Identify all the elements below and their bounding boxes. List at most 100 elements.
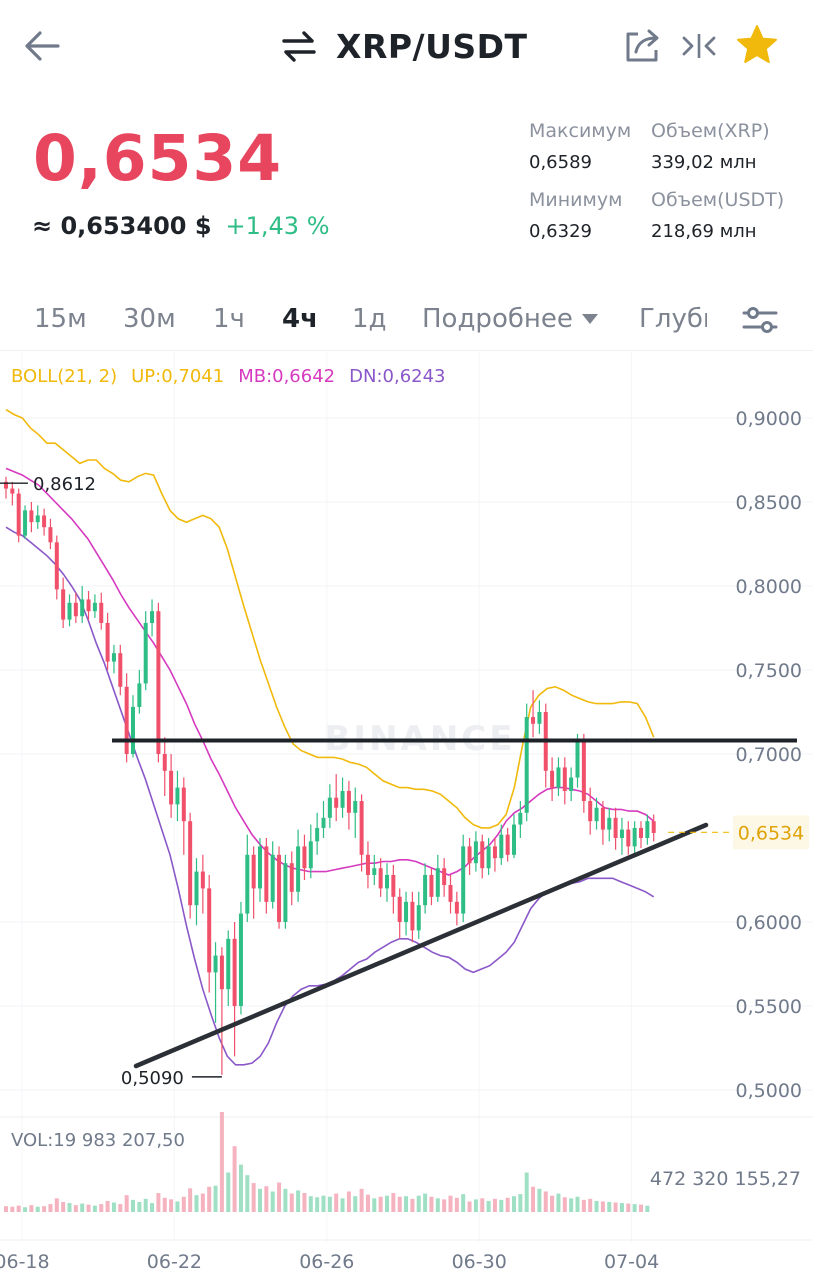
tab-30m[interactable]: 30м bbox=[123, 304, 176, 334]
volume-bar bbox=[264, 1186, 269, 1212]
candle-body bbox=[473, 841, 478, 864]
volume-bar bbox=[16, 1205, 21, 1212]
volume-bar bbox=[251, 1183, 256, 1212]
volume-bar bbox=[175, 1201, 180, 1212]
volume-bar bbox=[4, 1206, 8, 1212]
support-trendline bbox=[133, 822, 709, 1069]
candle-body bbox=[340, 790, 345, 808]
swap-arrows-icon bbox=[282, 31, 316, 62]
date-axis-label: 07-04 bbox=[604, 1251, 659, 1273]
candle-body bbox=[499, 834, 504, 859]
volume-bar bbox=[569, 1198, 574, 1212]
favorite-button[interactable] bbox=[733, 22, 781, 70]
tab-1d[interactable]: 1д bbox=[352, 304, 387, 334]
candle-body bbox=[289, 863, 294, 892]
tab-4h[interactable]: 4ч bbox=[282, 304, 318, 334]
back-button[interactable] bbox=[18, 22, 70, 70]
candle-body bbox=[619, 829, 624, 838]
candle-body bbox=[454, 901, 459, 914]
candle-body bbox=[327, 797, 332, 818]
volume-bar bbox=[238, 1164, 243, 1212]
volume-bar bbox=[23, 1207, 28, 1212]
candle-body bbox=[480, 841, 485, 869]
candle-body bbox=[219, 955, 224, 990]
candle-body bbox=[575, 740, 580, 778]
min-marker-label: 0,5090 bbox=[121, 1068, 184, 1089]
volume-bar bbox=[359, 1188, 364, 1212]
volume-bar bbox=[302, 1193, 307, 1212]
current-price-tag bbox=[733, 815, 809, 850]
volume-bar bbox=[531, 1186, 536, 1212]
candle-body bbox=[639, 827, 643, 838]
volume-bar bbox=[619, 1203, 624, 1212]
volume-bar bbox=[600, 1201, 605, 1212]
candle-body bbox=[283, 863, 288, 922]
volume-bar bbox=[645, 1205, 650, 1212]
chart-settings-button[interactable] bbox=[738, 300, 782, 340]
pair-selector[interactable]: XRP/USDT bbox=[280, 22, 528, 70]
candle-body bbox=[156, 611, 161, 754]
compare-button[interactable] bbox=[678, 24, 720, 68]
price-axis-label: 0,7000 bbox=[736, 744, 802, 766]
candle-body bbox=[626, 829, 631, 847]
candle-body bbox=[302, 846, 307, 869]
candle-body bbox=[181, 787, 186, 822]
date-axis-label: 06-30 bbox=[452, 1251, 507, 1273]
candle-body bbox=[607, 817, 612, 830]
volume-bar bbox=[232, 1146, 237, 1212]
candle-body bbox=[429, 874, 434, 897]
candle-body bbox=[531, 717, 536, 724]
volume-bar bbox=[435, 1198, 440, 1212]
volume-base-label: Объем(XRP) bbox=[651, 120, 770, 142]
volume-bar bbox=[315, 1197, 320, 1212]
tab-15m[interactable]: 15м bbox=[34, 304, 87, 334]
candle-body bbox=[226, 938, 231, 990]
current-price-label: 0,6534 bbox=[738, 822, 804, 844]
candle-body bbox=[10, 488, 15, 494]
sliders-icon bbox=[742, 307, 778, 333]
candle-body bbox=[645, 821, 650, 838]
tab-depth[interactable]: Глуби bbox=[639, 304, 707, 334]
candle-body bbox=[632, 827, 637, 847]
candle-body bbox=[207, 888, 212, 973]
volume-bar bbox=[105, 1200, 110, 1212]
candle-body bbox=[365, 854, 370, 875]
candle-body bbox=[562, 767, 567, 791]
volume-bar bbox=[340, 1198, 345, 1212]
share-icon bbox=[626, 29, 659, 62]
candle-body bbox=[588, 801, 593, 822]
candle-body bbox=[73, 602, 78, 617]
candle-body bbox=[550, 770, 555, 788]
volume-bar bbox=[213, 1185, 218, 1212]
timeframe-tabs: 15м 30м 1ч 4ч 1д Подробнее Глуби bbox=[0, 296, 813, 346]
volume-bar bbox=[270, 1191, 275, 1212]
candle-body bbox=[518, 812, 523, 825]
volume-quote-label: Объем(USDT) bbox=[651, 189, 785, 211]
high-label: Максимум bbox=[529, 120, 632, 142]
candle-body bbox=[111, 653, 116, 662]
candle-body bbox=[353, 801, 358, 813]
candle-body bbox=[524, 717, 529, 813]
volume-bar bbox=[48, 1204, 53, 1212]
candle-body bbox=[124, 686, 129, 754]
candle-body bbox=[143, 622, 148, 684]
share-button[interactable] bbox=[620, 24, 666, 68]
candle-body bbox=[410, 901, 415, 931]
candle-body bbox=[162, 754, 167, 771]
boll-middle-line bbox=[5, 467, 655, 876]
candle-body bbox=[600, 807, 605, 830]
candle-body bbox=[442, 868, 447, 886]
arrow-left-icon bbox=[25, 31, 60, 61]
volume-bar bbox=[423, 1193, 428, 1212]
volume-bar bbox=[226, 1172, 231, 1212]
volume-bar bbox=[588, 1198, 593, 1212]
volume-bar bbox=[429, 1196, 434, 1212]
candle-body bbox=[385, 874, 389, 889]
volume-bar bbox=[181, 1196, 186, 1212]
tab-more[interactable]: Подробнее bbox=[422, 304, 599, 334]
volume-bar bbox=[632, 1204, 637, 1212]
candle-body bbox=[372, 868, 377, 875]
candle-body bbox=[80, 599, 85, 617]
tab-1h[interactable]: 1ч bbox=[213, 304, 245, 334]
